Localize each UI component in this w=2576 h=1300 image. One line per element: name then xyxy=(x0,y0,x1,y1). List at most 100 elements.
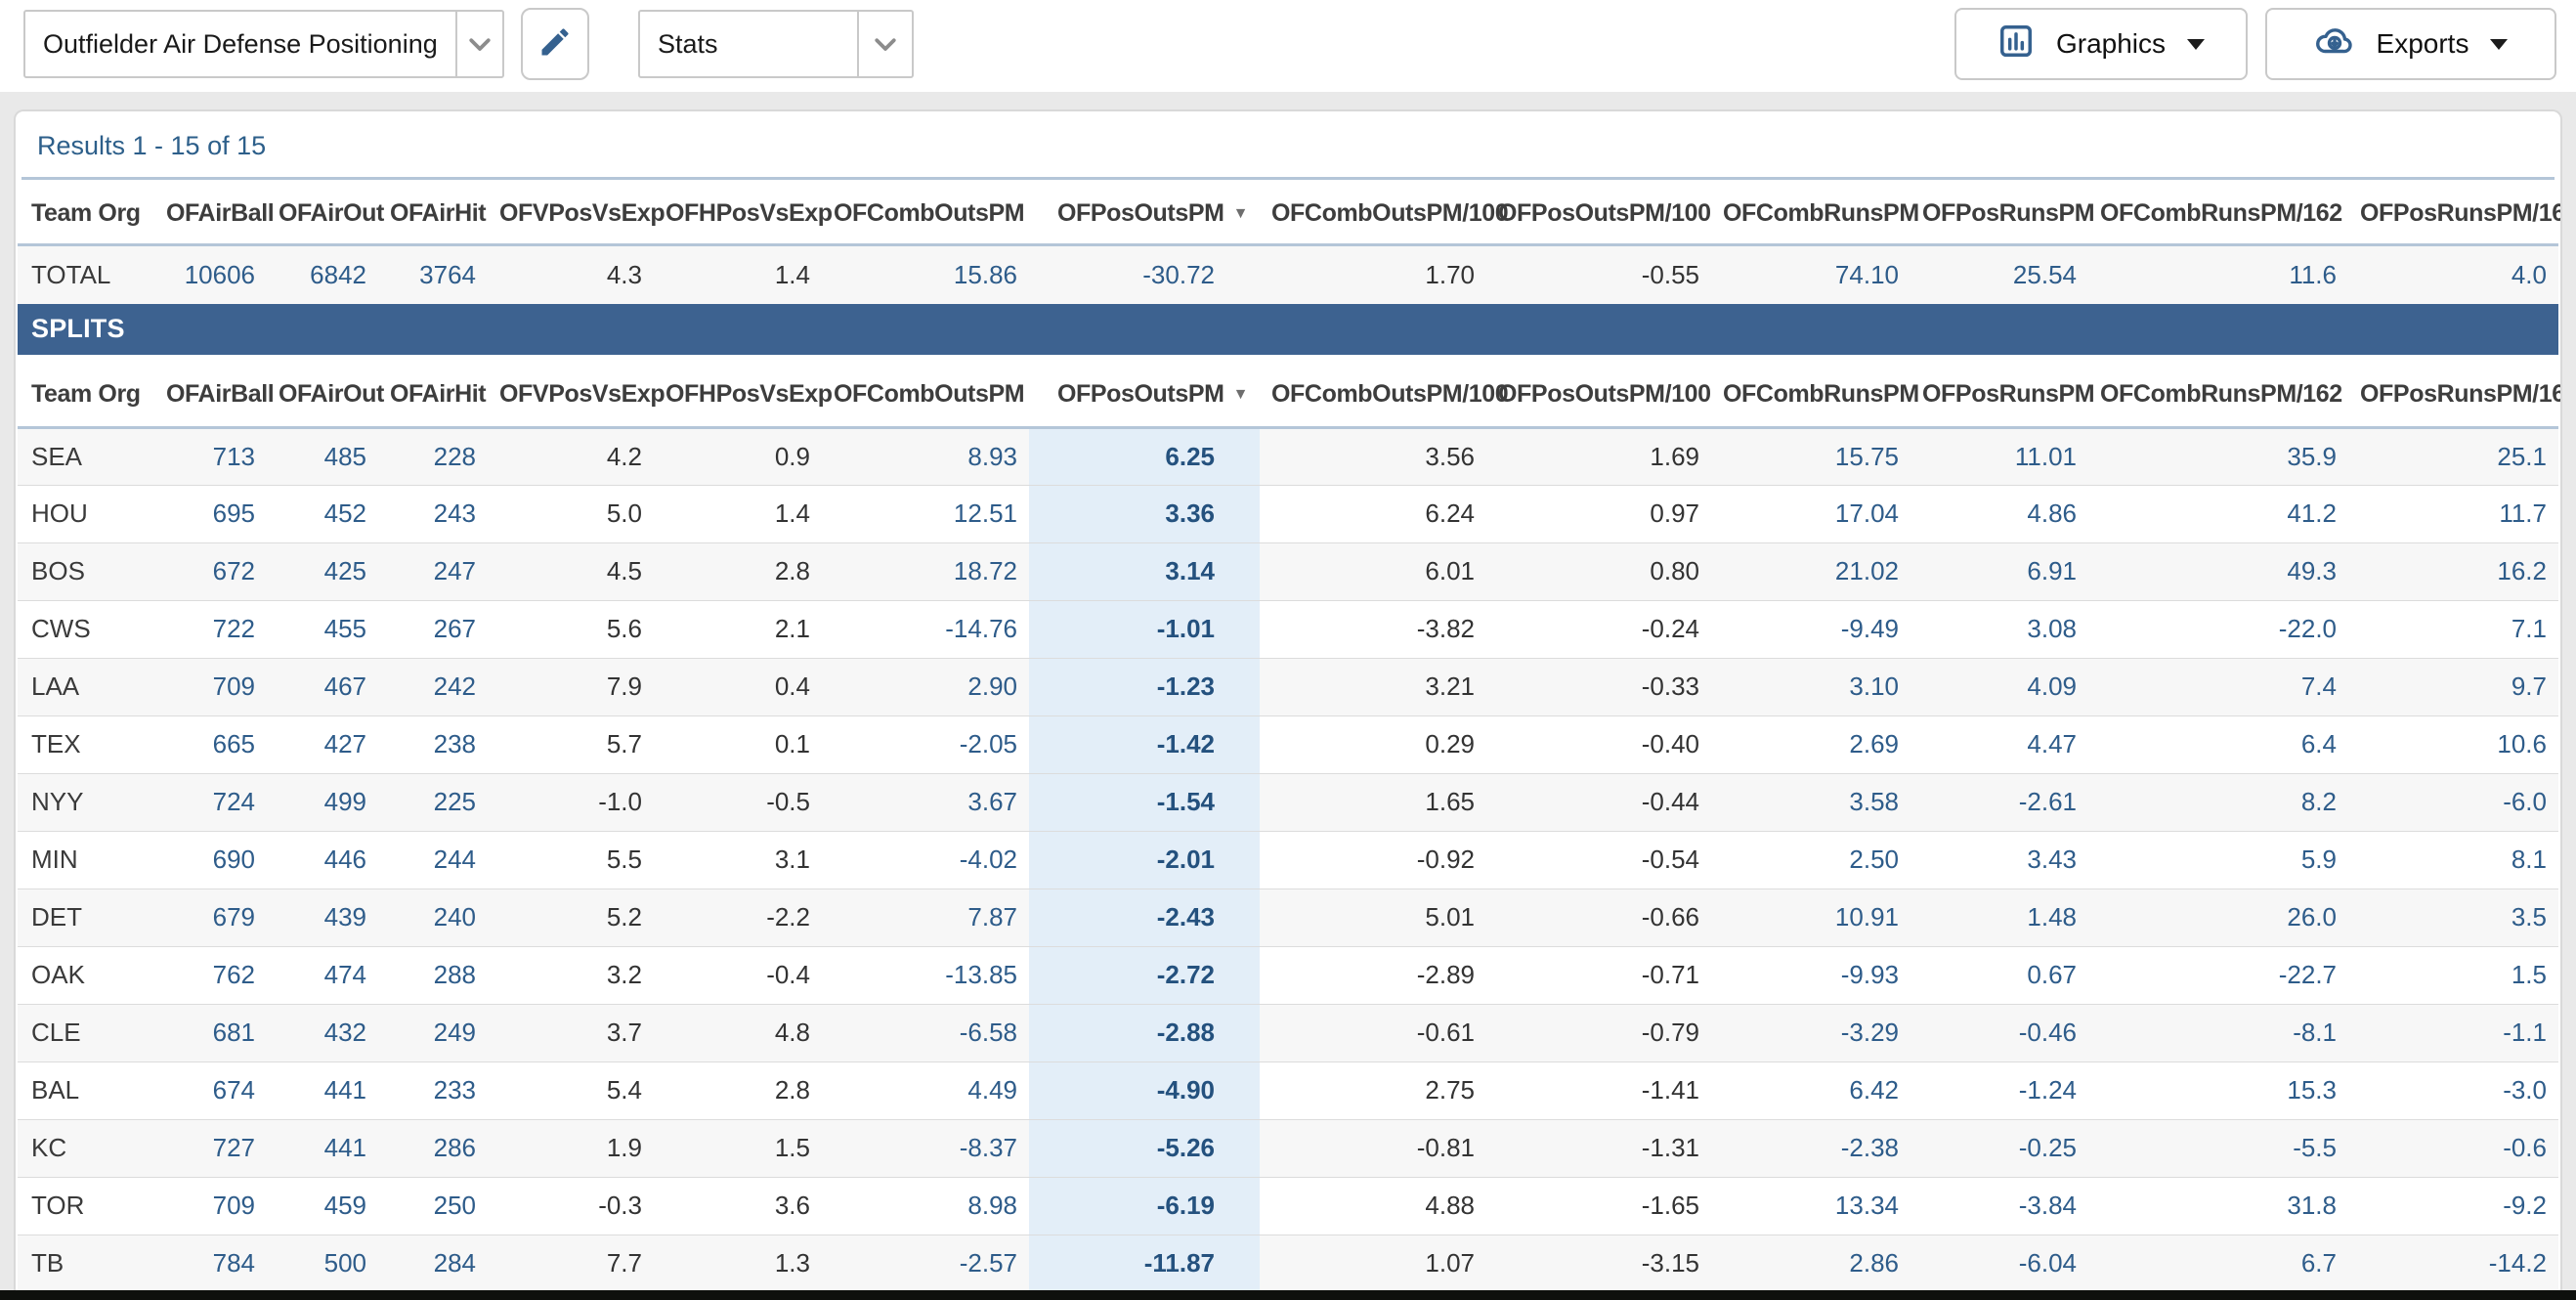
value-cell[interactable]: -13.85 xyxy=(945,960,1017,989)
value-cell[interactable]: -6.58 xyxy=(959,1018,1017,1047)
value-cell[interactable]: 3764 xyxy=(419,259,476,289)
value-cell[interactable]: -9.2 xyxy=(2503,1191,2547,1220)
value-cell[interactable]: 441 xyxy=(323,1133,366,1162)
column-header-ofvposvsexp[interactable]: OFVPosVsExp xyxy=(488,354,665,427)
value-cell[interactable]: 25.54 xyxy=(2012,259,2077,289)
column-header-ofposrunspm-162[interactable]: OFPosRunsPM/162 xyxy=(2348,354,2560,427)
value-cell[interactable]: 15.3 xyxy=(2287,1075,2337,1105)
value-cell[interactable]: 4.86 xyxy=(2027,498,2077,528)
value-cell[interactable]: 2.90 xyxy=(967,672,1017,701)
value-cell[interactable]: 674 xyxy=(212,1075,255,1105)
value-cell[interactable]: 8.93 xyxy=(967,441,1017,471)
value-cell[interactable]: 2.69 xyxy=(1849,729,1899,758)
value-cell[interactable]: 21.02 xyxy=(1834,556,1899,585)
value-cell[interactable]: -3.29 xyxy=(1840,1018,1899,1047)
value-cell[interactable]: -1.54 xyxy=(1029,773,1260,831)
value-cell[interactable]: 11.7 xyxy=(2499,498,2547,528)
value-cell[interactable]: 1.48 xyxy=(2027,902,2077,932)
column-header-ofairhit[interactable]: OFAirHit xyxy=(378,354,488,427)
column-header-ofposrunspm-162[interactable]: OFPosRunsPM/162 xyxy=(2348,180,2560,245)
chevron-down-icon[interactable] xyxy=(857,12,912,76)
value-cell[interactable]: 11.01 xyxy=(2014,441,2077,471)
column-header-ofcombrunspm-162[interactable]: OFCombRunsPM/162 xyxy=(2088,180,2348,245)
column-header-ofairout[interactable]: OFAirOut xyxy=(267,354,384,427)
value-cell[interactable]: 284 xyxy=(433,1248,476,1278)
value-cell[interactable]: 243 xyxy=(433,498,476,528)
column-header-ofcomboutspm-100[interactable]: OFCombOutsPM/100 xyxy=(1260,354,1509,427)
value-cell[interactable]: 15.86 xyxy=(953,259,1017,289)
column-header-ofhposvsexp[interactable]: OFHPosVsExp xyxy=(654,180,833,245)
value-cell[interactable]: 228 xyxy=(433,441,476,471)
column-header-ofposoutspm-100[interactable]: OFPosOutsPM/100 xyxy=(1486,354,1711,427)
value-cell[interactable]: -5.26 xyxy=(1029,1119,1260,1177)
column-header-ofcomboutspm-100[interactable]: OFCombOutsPM/100 xyxy=(1260,180,1509,245)
value-cell[interactable]: 10.91 xyxy=(1834,902,1899,932)
value-cell[interactable]: 3.43 xyxy=(2027,845,2077,874)
column-header-ofcombrunspm-162[interactable]: OFCombRunsPM/162 xyxy=(2088,354,2348,427)
value-cell[interactable]: 6.42 xyxy=(1849,1075,1899,1105)
value-cell[interactable]: 6.25 xyxy=(1029,427,1260,485)
value-cell[interactable]: -11.87 xyxy=(1029,1235,1260,1292)
value-cell[interactable]: 439 xyxy=(323,902,366,932)
value-cell[interactable]: 3.5 xyxy=(2511,902,2547,932)
value-cell[interactable]: 4.49 xyxy=(967,1075,1017,1105)
value-cell[interactable]: -9.49 xyxy=(1840,614,1899,643)
value-cell[interactable]: 3.36 xyxy=(1029,485,1260,542)
value-cell[interactable]: 485 xyxy=(323,441,366,471)
value-cell[interactable]: 10.6 xyxy=(2497,729,2547,758)
value-cell[interactable]: 249 xyxy=(433,1018,476,1047)
column-header-ofairhit[interactable]: OFAirHit xyxy=(378,180,488,245)
value-cell[interactable]: 474 xyxy=(323,960,366,989)
value-cell[interactable]: 665 xyxy=(212,729,255,758)
column-header-ofcombrunspm[interactable]: OFCombRunsPM xyxy=(1711,180,1919,245)
value-cell[interactable]: 49.3 xyxy=(2287,556,2337,585)
value-cell[interactable]: 709 xyxy=(212,1191,255,1220)
column-header-team-org[interactable]: Team Org xyxy=(18,180,154,245)
value-cell[interactable]: 455 xyxy=(323,614,366,643)
value-cell[interactable]: 25.1 xyxy=(2497,441,2547,471)
value-cell[interactable]: 681 xyxy=(212,1018,255,1047)
value-cell[interactable]: -1.23 xyxy=(1029,658,1260,715)
value-cell[interactable]: -0.6 xyxy=(2503,1133,2547,1162)
value-cell[interactable]: -0.25 xyxy=(2018,1133,2077,1162)
value-cell[interactable]: -6.04 xyxy=(2018,1248,2077,1278)
value-cell[interactable]: -2.43 xyxy=(1029,888,1260,946)
value-cell[interactable]: 288 xyxy=(433,960,476,989)
column-header-team-org[interactable]: Team Org xyxy=(18,354,154,427)
value-cell[interactable]: -2.38 xyxy=(1840,1133,1899,1162)
value-cell[interactable]: 6.7 xyxy=(2300,1248,2337,1278)
value-cell[interactable]: 7.4 xyxy=(2300,672,2337,701)
value-cell[interactable]: 6.4 xyxy=(2300,729,2337,758)
value-cell[interactable]: 9.7 xyxy=(2511,672,2547,701)
value-cell[interactable]: -8.1 xyxy=(2293,1018,2337,1047)
value-cell[interactable]: 695 xyxy=(212,498,255,528)
column-header-ofcomboutspm[interactable]: OFCombOutsPM xyxy=(822,354,1029,427)
value-cell[interactable]: -1.1 xyxy=(2503,1018,2547,1047)
value-cell[interactable]: 244 xyxy=(433,845,476,874)
value-cell[interactable]: -30.72 xyxy=(1142,259,1215,289)
value-cell[interactable]: 250 xyxy=(433,1191,476,1220)
value-cell[interactable]: 690 xyxy=(212,845,255,874)
value-cell[interactable]: 74.10 xyxy=(1834,259,1899,289)
value-cell[interactable]: -22.0 xyxy=(2278,614,2337,643)
value-cell[interactable]: 267 xyxy=(433,614,476,643)
value-cell[interactable]: 446 xyxy=(323,845,366,874)
value-cell[interactable]: 11.6 xyxy=(2289,259,2337,289)
value-cell[interactable]: 3.58 xyxy=(1849,787,1899,816)
value-cell[interactable]: -2.01 xyxy=(1029,831,1260,888)
value-cell[interactable]: 4.09 xyxy=(2027,672,2077,701)
value-cell[interactable]: 427 xyxy=(323,729,366,758)
value-cell[interactable]: 18.72 xyxy=(953,556,1017,585)
value-cell[interactable]: 3.14 xyxy=(1029,542,1260,600)
value-cell[interactable]: 8.1 xyxy=(2511,845,2547,874)
column-header-ofairout[interactable]: OFAirOut xyxy=(267,180,384,245)
value-cell[interactable]: 672 xyxy=(212,556,255,585)
value-cell[interactable]: 233 xyxy=(433,1075,476,1105)
column-header-ofairball[interactable]: OFAirBall xyxy=(154,354,275,427)
value-cell[interactable]: 35.9 xyxy=(2287,441,2337,471)
value-cell[interactable]: 6.91 xyxy=(2027,556,2077,585)
value-cell[interactable]: 12.51 xyxy=(953,498,1017,528)
value-cell[interactable]: 499 xyxy=(323,787,366,816)
graphics-button[interactable]: Graphics xyxy=(1954,8,2248,80)
value-cell[interactable]: 432 xyxy=(323,1018,366,1047)
